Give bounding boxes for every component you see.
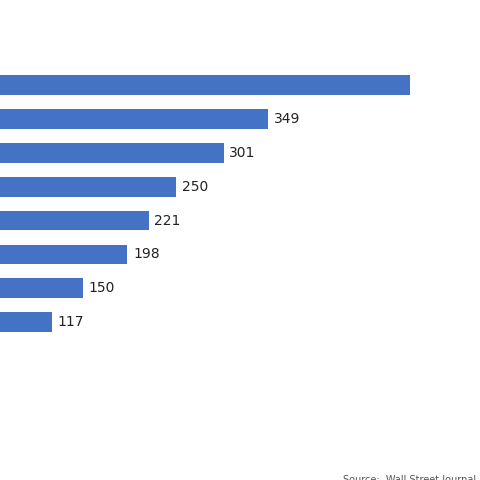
Bar (0, 75, 409, 95)
Bar (0, 143, 224, 163)
Text: 221: 221 (155, 214, 181, 228)
Bar (0, 245, 127, 264)
Text: 150: 150 (88, 281, 115, 295)
Text: CARES Act:  Relief Amounts ($ Billions): CARES Act: Relief Amounts ($ Billions) (43, 20, 437, 38)
Bar (0, 177, 176, 197)
Text: Source:  Wall Street Journal: Source: Wall Street Journal (343, 475, 476, 480)
Text: 301: 301 (229, 146, 256, 160)
Text: 349: 349 (274, 112, 300, 126)
Text: 117: 117 (57, 315, 84, 329)
Text: 250: 250 (181, 180, 208, 194)
Bar (0, 109, 268, 129)
Bar (0, 211, 149, 230)
Bar (0, 312, 52, 332)
Bar (0, 278, 83, 298)
Text: 198: 198 (133, 247, 160, 262)
